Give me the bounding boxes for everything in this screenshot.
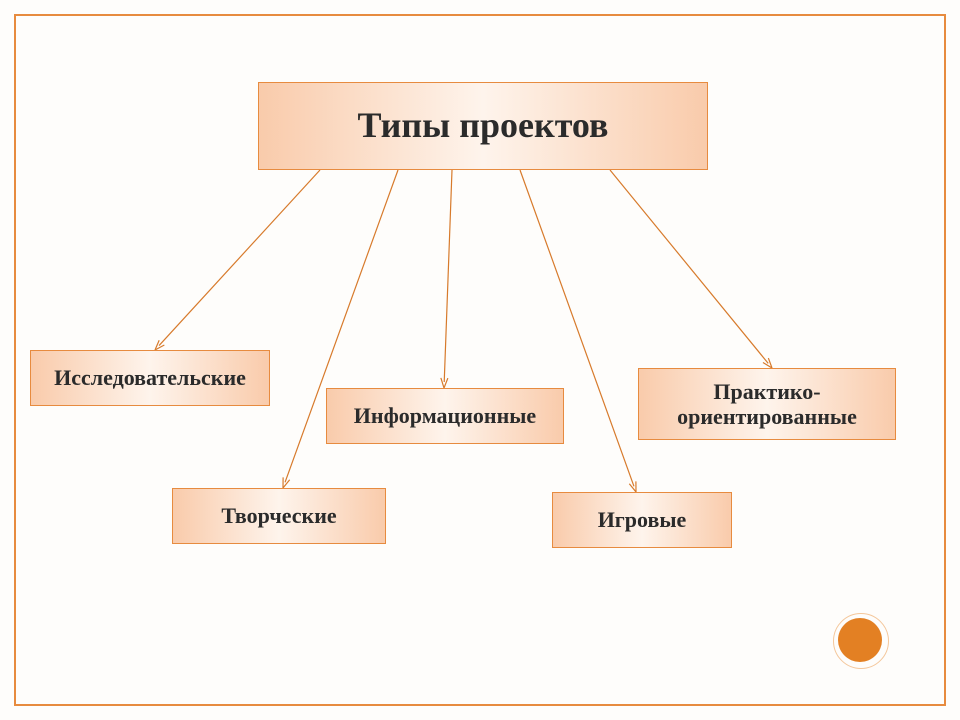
decor-circle: [838, 618, 882, 662]
child-box-information: Информационные: [326, 388, 564, 444]
child-box-research: Исследовательские: [30, 350, 270, 406]
child-box-game: Игровые: [552, 492, 732, 548]
child-box-creative: Творческие: [172, 488, 386, 544]
root-box: Типы проектов: [258, 82, 708, 170]
slide: Типы проектов Исследовательские Творческие…: [0, 0, 960, 720]
child-box-practical: Практико- ориентированные: [638, 368, 896, 440]
